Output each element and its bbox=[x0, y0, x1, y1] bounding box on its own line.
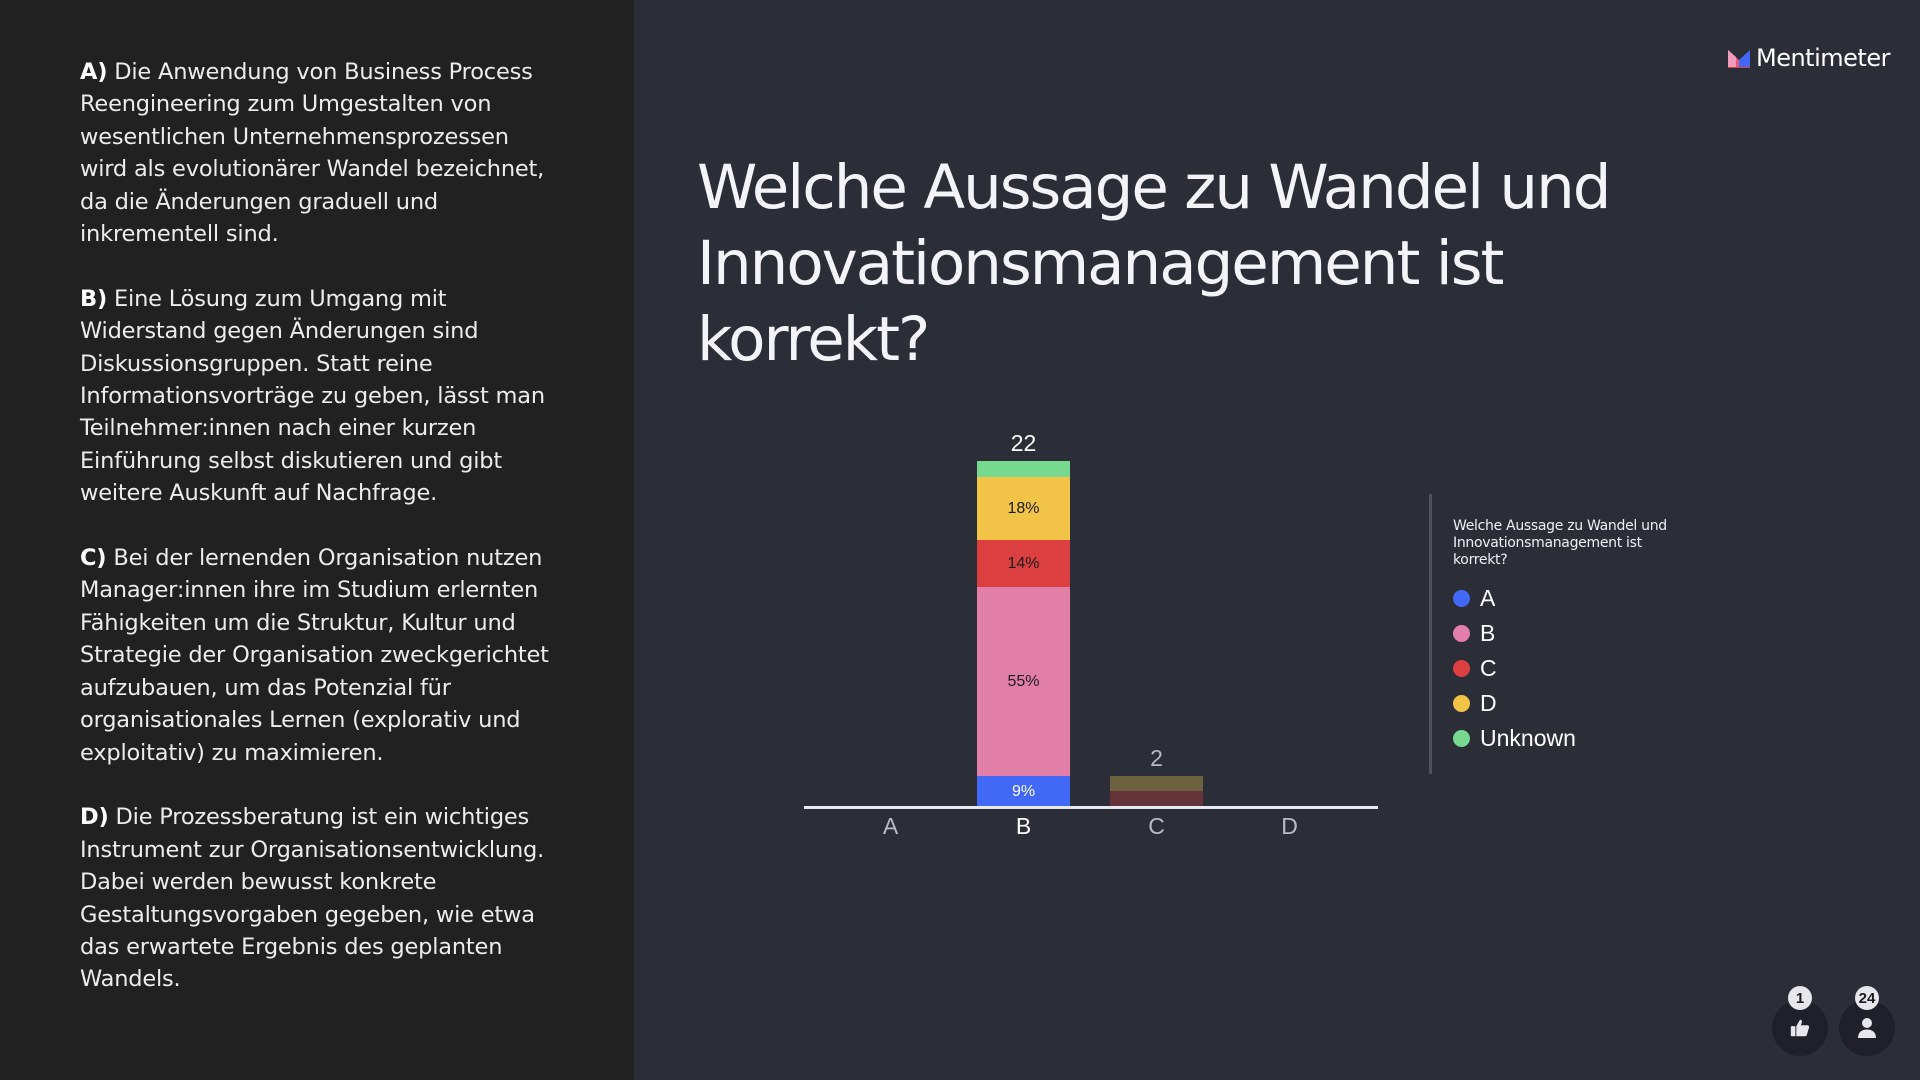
thumbs-up-icon bbox=[1790, 1019, 1810, 1037]
brand-name: Mentimeter bbox=[1756, 44, 1890, 72]
bar-c bbox=[1110, 776, 1203, 807]
legend-dot-icon bbox=[1453, 590, 1470, 607]
segment-d: 18% bbox=[977, 477, 1070, 540]
chart-legend: Welche Aussage zu Wandel und Innovations… bbox=[1429, 494, 1689, 774]
participants-button[interactable]: 24 bbox=[1839, 986, 1895, 1056]
option-a: A) Die Anwendung von Business Process Re… bbox=[80, 59, 545, 248]
segment-d bbox=[1110, 776, 1203, 791]
person-icon bbox=[1858, 1018, 1876, 1038]
options-panel: A) Die Anwendung von Business Process Re… bbox=[0, 0, 634, 1080]
segment-a: 9% bbox=[977, 776, 1070, 807]
segment-unknown bbox=[977, 461, 1070, 477]
option-b: B) Eine Lösung zum Umgang mit Widerstand… bbox=[80, 285, 545, 507]
category-label-d: D bbox=[1281, 813, 1298, 839]
legend-item-a: A bbox=[1453, 581, 1689, 616]
question-title: Welche Aussage zu Wandel und Innovations… bbox=[697, 152, 1611, 375]
legend-dot-icon bbox=[1453, 625, 1470, 642]
legend-title: Welche Aussage zu Wandel und Innovations… bbox=[1453, 518, 1667, 568]
segment-c bbox=[1110, 791, 1203, 807]
bar-total-b: 22 bbox=[1010, 430, 1037, 456]
option-c: C) Bei der lernenden Organisation nutzen… bbox=[80, 545, 549, 766]
legend-dot-icon bbox=[1453, 695, 1470, 712]
reactions-count-badge: 1 bbox=[1788, 986, 1812, 1010]
segment-b: 55% bbox=[977, 587, 1070, 776]
options-list: A) Die Anwendung von Business Process Re… bbox=[80, 56, 560, 1028]
legend-dot-icon bbox=[1453, 660, 1470, 677]
legend-item-b: B bbox=[1453, 616, 1689, 651]
legend-item-c: C bbox=[1453, 651, 1689, 686]
category-label-c: C bbox=[1148, 813, 1165, 839]
mentimeter-logo: Mentimeter bbox=[1728, 44, 1890, 72]
category-label-a: A bbox=[882, 813, 899, 839]
legend-item-d: D bbox=[1453, 686, 1689, 721]
legend-dot-icon bbox=[1453, 730, 1470, 747]
x-axis bbox=[804, 806, 1378, 809]
option-d: D) Die Prozessberatung ist ein wichtiges… bbox=[80, 804, 545, 993]
reactions-button[interactable]: 1 bbox=[1772, 986, 1828, 1056]
legend-item-unknown: Unknown bbox=[1453, 721, 1689, 756]
bar-total-c: 2 bbox=[1150, 745, 1163, 771]
segment-c: 14% bbox=[977, 540, 1070, 587]
bar-b: 18% 14% 55% 9% bbox=[977, 461, 1070, 807]
category-label-b: B bbox=[1015, 813, 1032, 839]
participants-count-badge: 24 bbox=[1855, 986, 1879, 1010]
mentimeter-logo-icon bbox=[1728, 50, 1750, 68]
